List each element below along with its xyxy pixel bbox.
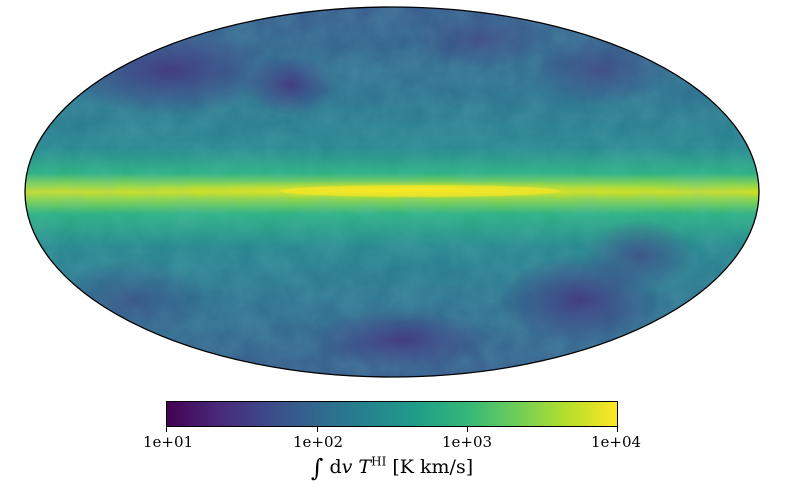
integral-sign: ∫: [310, 454, 324, 482]
label-d: d: [329, 456, 342, 478]
label-units: [K km/s]: [386, 456, 474, 478]
colorbar-tick-label: 1e+02: [292, 433, 344, 451]
colorbar-tick-mark: [317, 427, 318, 432]
label-superscript: HI: [371, 454, 387, 469]
map-outline: [24, 6, 760, 378]
sky-map-content: [25, 7, 759, 377]
colorbar: [166, 401, 618, 427]
colorbar-tick-label: 1e+04: [590, 433, 642, 451]
colorbar-label: ∫ dv THI [K km/s]: [311, 454, 473, 482]
colorbar-tick-mark: [166, 427, 167, 432]
label-T: T: [358, 456, 372, 478]
colorbar-tick-mark: [617, 427, 618, 432]
colorbar-tick-label: 1e+03: [441, 433, 493, 451]
colorbar-tick-mark: [467, 427, 468, 432]
colorbar-tick-label: 1e+01: [142, 433, 194, 451]
label-v: v: [341, 456, 353, 478]
